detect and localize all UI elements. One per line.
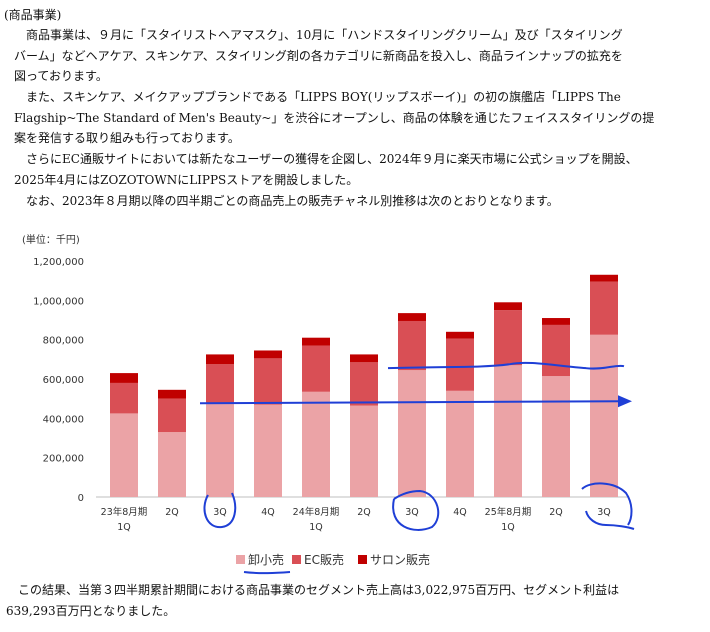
legend-swatch (236, 555, 245, 564)
bar-segment (590, 334, 618, 497)
bar-segment (398, 370, 426, 497)
y-tick-label: 1,200,000 (33, 257, 84, 268)
legend-swatch (358, 555, 367, 564)
bar-segment (302, 337, 330, 346)
text-line: さらにEC通販サイトにおいては新たなユーザーの獲得を企図し、2024年９月に楽天… (26, 152, 638, 166)
bar-segment (110, 382, 138, 414)
bar-segment (542, 324, 570, 377)
bar-segment (302, 391, 330, 497)
bar-segment (542, 318, 570, 325)
bar-segment (158, 389, 186, 399)
bar-segment (254, 350, 282, 359)
bar-segment (206, 364, 234, 403)
x-tick-label: 25年8月期 (485, 506, 532, 518)
x-tick-label: 23年8月期 (101, 506, 148, 518)
x-tick-label: 2Q (549, 507, 563, 518)
annotation-wave (387, 361, 625, 370)
bar-segment (158, 432, 186, 497)
bar-segment (302, 345, 330, 392)
section-title: (商品事業) (4, 8, 62, 22)
bar-segment (206, 354, 234, 365)
x-tick-label: 24年8月期 (293, 506, 340, 518)
x-tick-label: 1Q (501, 522, 515, 533)
bar-segment (542, 376, 570, 497)
bar-segment (254, 358, 282, 405)
text-line: Flagship~The Standard of Men's Beauty~」を… (14, 110, 655, 125)
paragraph-chart-intro: なお、2023年８月期以降の四半期ごとの商品売上の販売チャネル別推移は次のとおり… (14, 191, 704, 212)
bar-segment (110, 413, 138, 497)
x-tick-label: 1Q (309, 522, 323, 533)
annotations (199, 361, 635, 575)
x-tick-label: 4Q (261, 507, 275, 518)
x-tick-label: 3Q (213, 507, 227, 518)
bar-segment (446, 331, 474, 339)
annotation-underline (243, 571, 291, 575)
annotation-circle (392, 489, 440, 531)
unit-label: (単位：千円) (22, 233, 80, 246)
bar-segment (590, 274, 618, 282)
legend-swatch (292, 555, 301, 564)
bar-segment (494, 310, 522, 366)
x-tick-label: 2Q (357, 507, 371, 518)
text-line: 案を発信する取り組みも行っております。 (14, 131, 240, 145)
text-line: バーム」などヘアケア、スキンケア、スタイリング剤の各カテゴリに新商品を投入し、商… (14, 48, 623, 63)
sales-channel-chart: (単位：千円) 0 200,000 400,000 600,000 800,000 1,0… (22, 233, 635, 575)
annotation-arrow (199, 400, 623, 405)
paragraph-flagship: また、スキンケア、メイクアップブランドである「LIPPS BOY(リップスボーイ… (14, 87, 704, 149)
text-line: この結果、当第３四半期累計期間における商品事業のセグメント売上高は3,022,9… (18, 583, 620, 597)
bar-segment (110, 373, 138, 383)
x-tick-label: 4Q (453, 507, 467, 518)
x-tick-label: 3Q (597, 507, 611, 518)
bar-segment (398, 320, 426, 371)
bars (110, 274, 618, 497)
y-tick-label: 200,000 (43, 454, 84, 465)
paragraph-ec: さらにEC通販サイトにおいては新たなユーザーの獲得を企図し、2024年９月に楽天… (14, 149, 704, 190)
y-tick-label: 400,000 (43, 414, 84, 425)
annotation-circle (581, 482, 635, 530)
bar-segment (350, 405, 378, 497)
bar-segment (446, 390, 474, 497)
y-tick-label: 1,000,000 (33, 296, 84, 307)
paragraph-result: この結果、当第３四半期累計期間における商品事業のセグメント売上高は3,022,9… (6, 580, 706, 621)
legend-label: 卸小売 (248, 552, 284, 567)
bar-segment (350, 354, 378, 363)
x-axis: 23年8月期 1Q 2Q 3Q 4Q 24年8月期 1Q 2Q 3Q 4Q 25年8月期 1Q 2Q 3Q (101, 506, 611, 533)
text-line: また、スキンケア、メイクアップブランドである「LIPPS BOY(リップスボーイ… (26, 90, 621, 104)
bar-segment (590, 281, 618, 335)
bar-segment (494, 365, 522, 497)
text-line: 639,293百万円となりました。 (6, 603, 176, 618)
annotation-circle (203, 492, 237, 529)
bar-segment (350, 362, 378, 406)
text-line: 商品事業は、９月に「スタイリストヘアマスク」、10月に「ハンドスタイリングクリー… (26, 28, 623, 42)
bar-segment (254, 404, 282, 497)
bar-segment (206, 402, 234, 497)
legend-label: サロン販売 (370, 552, 430, 567)
x-tick-label: 3Q (405, 507, 419, 518)
bar-segment (398, 313, 426, 321)
bar-segment (158, 398, 186, 433)
text-line: 2025年4月にはZOZOTOWNにLIPPSストアを開設しました。 (14, 172, 359, 187)
y-tick-label: 600,000 (43, 375, 84, 386)
paragraph-new-products: 商品事業は、９月に「スタイリストヘアマスク」、10月に「ハンドスタイリングクリー… (14, 25, 704, 87)
arrow-head-icon (618, 395, 632, 408)
legend: 卸小売 EC販売 サロン販売 (236, 552, 430, 567)
bar-segment (494, 302, 522, 311)
y-tick-label: 800,000 (43, 336, 84, 347)
legend-label: EC販売 (304, 552, 344, 567)
x-tick-label: 1Q (117, 522, 131, 533)
text-line: 図っております。 (14, 69, 108, 83)
bar-segment (446, 338, 474, 391)
text-line: なお、2023年８月期以降の四半期ごとの商品売上の販売チャネル別推移は次のとおり… (26, 194, 559, 208)
y-tick-label: 0 (78, 493, 84, 504)
x-tick-label: 2Q (165, 507, 179, 518)
